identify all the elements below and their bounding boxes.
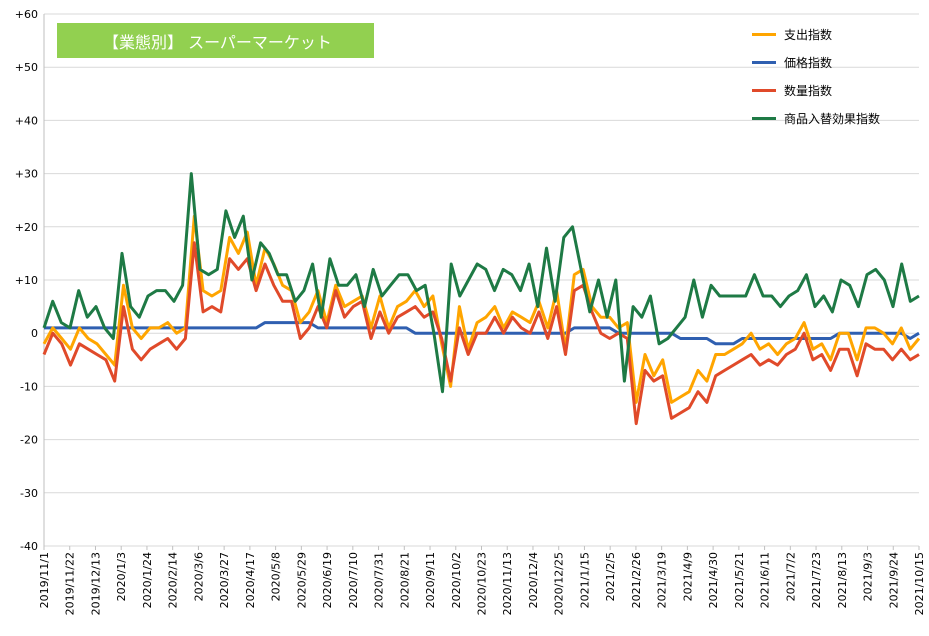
- legend-swatch-price: [752, 61, 776, 64]
- x-tick-label: 2020/5/8: [270, 552, 283, 601]
- x-tick-label: 2019/11/1: [38, 552, 51, 608]
- chart-title: 【業態別】 スーパーマーケット: [57, 23, 374, 58]
- x-tick-label: 2021/3/19: [656, 552, 669, 608]
- x-tick-label: 2021/8/13: [836, 552, 849, 608]
- legend-label-quantity: 数量指数: [784, 84, 833, 98]
- x-tick-label: 2020/5/29: [295, 552, 308, 608]
- legend-item-price: 価格指数: [752, 52, 922, 80]
- x-tick-label: 2020/7/10: [347, 552, 360, 608]
- x-tick-label: 2021/7/23: [810, 552, 823, 608]
- x-tick-label: 2019/12/13: [89, 552, 102, 615]
- x-tick-label: 2021/5/21: [733, 552, 746, 608]
- x-axis-ticks: 2019/11/1 2019/11/22 2019/12/13 2020/1/3 202…: [38, 546, 926, 615]
- y-tick-label: -10: [20, 380, 38, 393]
- x-tick-label: 2020/9/11: [424, 552, 437, 608]
- legend-item-quantity: 数量指数: [752, 80, 922, 108]
- y-tick-label: -30: [20, 487, 38, 500]
- x-tick-label: 2020/3/6: [192, 552, 205, 601]
- legend-swatch-replacement: [752, 117, 776, 120]
- y-tick-label: -40: [20, 540, 38, 553]
- x-tick-label: 2021/9/3: [862, 552, 875, 601]
- legend-label-spending: 支出指数: [784, 28, 833, 42]
- y-tick-label: +50: [15, 61, 38, 74]
- x-tick-label: 2021/10/15: [913, 552, 926, 615]
- y-tick-label: +40: [15, 114, 38, 127]
- x-tick-label: 2021/2/5: [604, 552, 617, 601]
- x-tick-label: 2021/4/9: [681, 552, 694, 601]
- x-tick-label: 2021/4/30: [707, 552, 720, 608]
- legend-swatch-spending: [752, 33, 776, 36]
- x-tick-label: 2019/11/22: [64, 552, 77, 615]
- y-axis-ticks: +60 +50 +40 +30 +20 +10 0 -10 -20 -30 -40: [15, 8, 38, 553]
- legend-item-replacement: 商品入替効果指数: [752, 108, 922, 136]
- legend-label-replacement: 商品入替効果指数: [784, 112, 881, 126]
- x-tick-label: 2020/1/3: [115, 552, 128, 601]
- series-line-2: [42, 241, 920, 426]
- x-tick-label: 2021/9/24: [887, 552, 900, 608]
- y-tick-label: +10: [15, 274, 38, 287]
- x-tick-label: 2020/12/25: [553, 552, 566, 615]
- x-tick-label: 2020/8/21: [398, 552, 411, 608]
- x-tick-label: 2020/11/13: [501, 552, 514, 615]
- x-tick-label: 2020/10/23: [476, 552, 489, 615]
- x-tick-label: 2020/7/31: [373, 552, 386, 608]
- y-tick-label: +20: [15, 221, 38, 234]
- y-tick-label: -20: [20, 434, 38, 447]
- legend: 支出指数 価格指数 数量指数 商品入替効果指数: [752, 24, 922, 136]
- x-tick-label: 2020/10/2: [450, 552, 463, 608]
- series-lines: [42, 172, 921, 426]
- x-tick-label: 2020/1/24: [141, 552, 154, 608]
- x-tick-label: 2020/12/4: [527, 552, 540, 608]
- y-tick-label: +60: [15, 8, 38, 21]
- x-tick-label: 2021/2/26: [630, 552, 643, 608]
- legend-item-spending: 支出指数: [752, 24, 922, 52]
- x-tick-label: 2020/4/17: [244, 552, 257, 608]
- y-tick-label: +30: [15, 168, 38, 181]
- series-line-3: [42, 172, 920, 394]
- legend-label-price: 価格指数: [784, 56, 833, 70]
- x-tick-label: 2021/6/11: [759, 552, 772, 608]
- legend-swatch-quantity: [752, 89, 776, 92]
- x-tick-label: 2020/6/19: [321, 552, 334, 608]
- x-tick-label: 2021/1/15: [578, 552, 591, 608]
- series-line-0: [42, 214, 921, 404]
- x-tick-label: 2020/2/14: [167, 552, 180, 608]
- x-tick-label: 2020/3/27: [218, 552, 231, 608]
- y-tick-label: 0: [31, 327, 38, 340]
- x-tick-label: 2021/7/2: [784, 552, 797, 601]
